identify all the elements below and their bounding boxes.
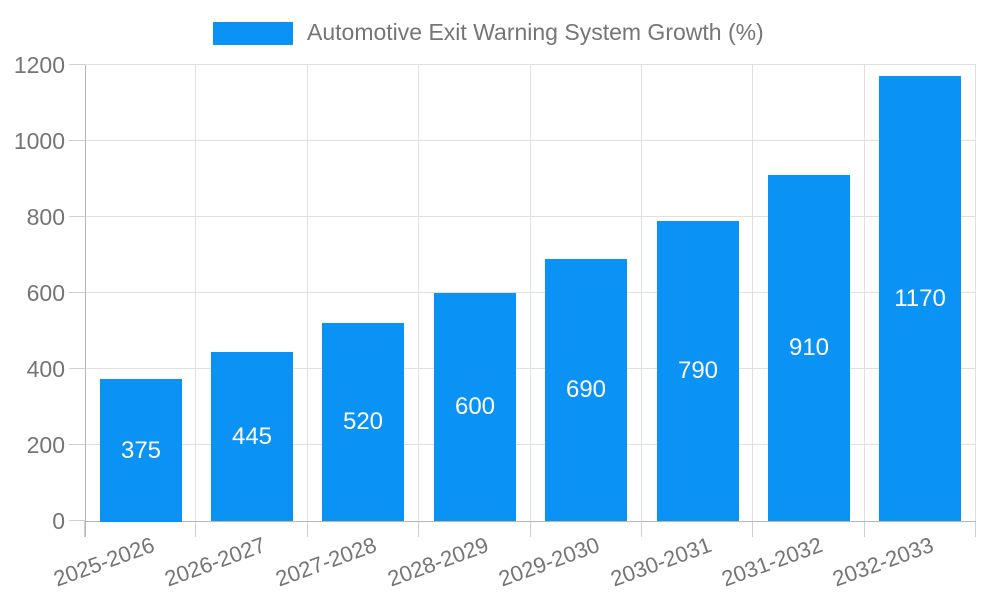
bar-value-label: 600 (454, 393, 496, 420)
x-axis-tick-label: 2026-2027 (161, 532, 269, 592)
x-axis-tick-label: 2030-2031 (607, 532, 715, 592)
gridline-vertical (530, 65, 531, 521)
bar-value-label: 375 (120, 436, 162, 464)
y-axis-line (85, 65, 86, 537)
x-axis-tick-label: 2028-2029 (384, 532, 492, 592)
y-axis-tick-mark (69, 444, 85, 445)
y-axis-tick-label: 800 (26, 204, 65, 230)
y-axis-tick-label: 200 (26, 432, 65, 458)
y-axis-tick-mark (69, 368, 85, 369)
y-axis-tick-label: 600 (26, 280, 65, 306)
y-axis-tick-mark (69, 64, 85, 65)
bar[interactable]: 910 (768, 175, 850, 521)
x-axis-line (85, 521, 976, 522)
gridline-vertical (195, 65, 196, 521)
gridline-vertical (975, 65, 976, 521)
x-axis-tick-mark (195, 521, 196, 537)
y-axis-tick-label: 1200 (13, 52, 65, 78)
legend[interactable]: Automotive Exit Warning System Growth (%… (213, 18, 764, 46)
bar[interactable]: 375 (100, 379, 182, 522)
bar-value-label: 445 (231, 422, 273, 450)
x-axis-tick-mark (530, 521, 531, 537)
x-axis-tick-mark (418, 521, 419, 537)
bar[interactable]: 520 (322, 323, 404, 521)
bar-value-label: 790 (677, 357, 719, 384)
y-axis-tick-label: 0 (52, 508, 65, 534)
x-axis-tick-label: 2025-2026 (50, 532, 158, 592)
legend-label: Automotive Exit Warning System Growth (%… (307, 19, 764, 45)
bar[interactable]: 790 (657, 221, 739, 521)
x-axis-tick-mark (752, 521, 753, 537)
gridline-vertical (418, 65, 419, 521)
y-axis-tick-mark (69, 292, 85, 293)
bar[interactable]: 600 (434, 293, 516, 521)
x-axis-tick-mark (307, 521, 308, 537)
bar-value-label: 520 (342, 408, 384, 435)
x-axis-tick-mark (641, 521, 642, 537)
bar[interactable]: 445 (211, 352, 293, 521)
gridline-vertical (864, 65, 865, 521)
gridline-vertical (307, 65, 308, 521)
bar[interactable]: 690 (545, 259, 627, 521)
legend-swatch-icon (213, 22, 293, 45)
gridline-horizontal (85, 64, 976, 65)
x-axis-tick-label: 2027-2028 (272, 532, 380, 592)
bar-value-label: 690 (565, 376, 607, 403)
y-axis-tick-mark (69, 140, 85, 141)
x-axis-tick-mark (84, 521, 85, 537)
y-axis-tick-mark (69, 216, 85, 217)
y-axis-tick-label: 400 (26, 356, 65, 382)
x-axis-tick-mark (864, 521, 865, 537)
bar[interactable]: 1170 (879, 76, 961, 521)
x-axis-tick-mark (975, 521, 976, 537)
y-axis-tick-label: 1000 (13, 128, 65, 154)
x-axis-tick-label: 2031-2032 (718, 532, 826, 592)
x-axis-tick-label: 2029-2030 (495, 532, 603, 592)
y-axis-tick-mark (69, 520, 85, 521)
bar-value-label: 910 (788, 334, 830, 361)
x-axis-tick-label: 2032-2033 (829, 532, 937, 592)
gridline-vertical (752, 65, 753, 521)
gridline-vertical (641, 65, 642, 521)
bar-value-label: 1170 (894, 284, 946, 312)
